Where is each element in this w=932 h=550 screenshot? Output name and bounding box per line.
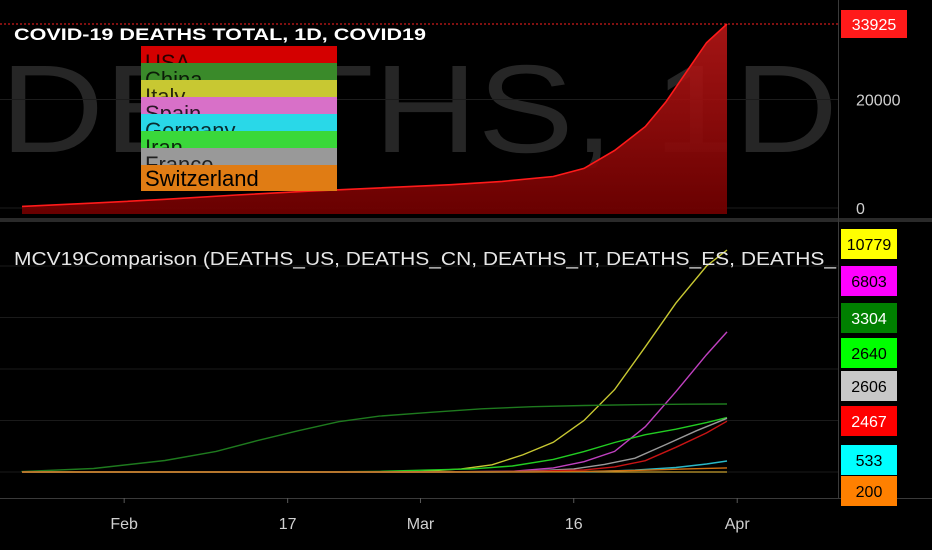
- price-tick-label: 0: [856, 201, 865, 218]
- series-line-italy: [22, 249, 728, 473]
- price-tick-label: 20000: [856, 93, 901, 110]
- total-deaths-line: [21, 23, 728, 208]
- series-line-france: [22, 417, 728, 473]
- time-tick-label: 16: [565, 516, 583, 533]
- time-tick-label: Feb: [110, 516, 138, 533]
- series-value-badge: [841, 476, 897, 506]
- time-tick-label: Mar: [407, 516, 435, 533]
- last-value-label: 33925: [852, 17, 897, 34]
- comparison-pane: MCV19Comparison (DEATHS_US, DEATHS_CN, D…: [0, 249, 838, 473]
- series-line-switzerland: [22, 467, 728, 473]
- legend-swatch: [141, 114, 337, 131]
- series-value-label: 2606: [851, 379, 887, 396]
- pane-title: COVID-19 DEATHS TOTAL, 1D, COVID19: [14, 25, 426, 44]
- legend-swatch: [141, 46, 337, 63]
- series-line-spain: [22, 331, 728, 473]
- deaths-total-pane: COVID-19 DEATHS TOTAL, 1D, COVID19 USAChi…: [0, 23, 838, 214]
- legend-label: Switzerland: [145, 166, 259, 191]
- series-line-iran: [22, 416, 728, 473]
- pane-separator: [0, 218, 932, 222]
- series-value-badge: [841, 406, 897, 436]
- legend-swatch: [141, 165, 337, 191]
- series-value-badge: [841, 338, 897, 368]
- series-value-label: 2640: [851, 346, 887, 363]
- legend-swatch: [141, 63, 337, 80]
- series-value-badge: [841, 266, 897, 296]
- pane-title: MCV19Comparison (DEATHS_US, DEATHS_CN, D…: [14, 249, 837, 270]
- series-value-badge: [841, 371, 897, 401]
- series-value-label: 3304: [851, 311, 887, 328]
- legend-swatch: [141, 80, 337, 97]
- price-scale-top: 0 20000 33925: [841, 10, 907, 218]
- time-tick-label: Apr: [725, 516, 751, 533]
- legend-swatch: [141, 97, 337, 114]
- series-value-label: 10779: [847, 237, 892, 254]
- series-value-badge: [841, 303, 897, 333]
- last-value-badge: [841, 10, 907, 38]
- time-axis: Feb 17 Mar 16 Apr: [110, 498, 750, 533]
- series-value-label: 2467: [851, 414, 887, 431]
- series-value-label: 6803: [851, 274, 887, 291]
- legend-swatch: [141, 148, 337, 165]
- legend: USAChinaItalySpainGermanyIranFranceSwitz…: [141, 46, 337, 191]
- legend-swatch: [141, 131, 337, 148]
- series-value-badge: [841, 445, 897, 475]
- total-deaths-area: [22, 24, 727, 214]
- price-scale-bottom: 10779 6803 3304 2640 2606 2467 533 200: [841, 229, 897, 506]
- series-value-label: 533: [856, 453, 883, 470]
- time-tick-label: 17: [279, 516, 297, 533]
- series-line-china: [21, 403, 728, 473]
- series-value-label: 200: [856, 484, 883, 501]
- series-value-badge: [841, 229, 897, 259]
